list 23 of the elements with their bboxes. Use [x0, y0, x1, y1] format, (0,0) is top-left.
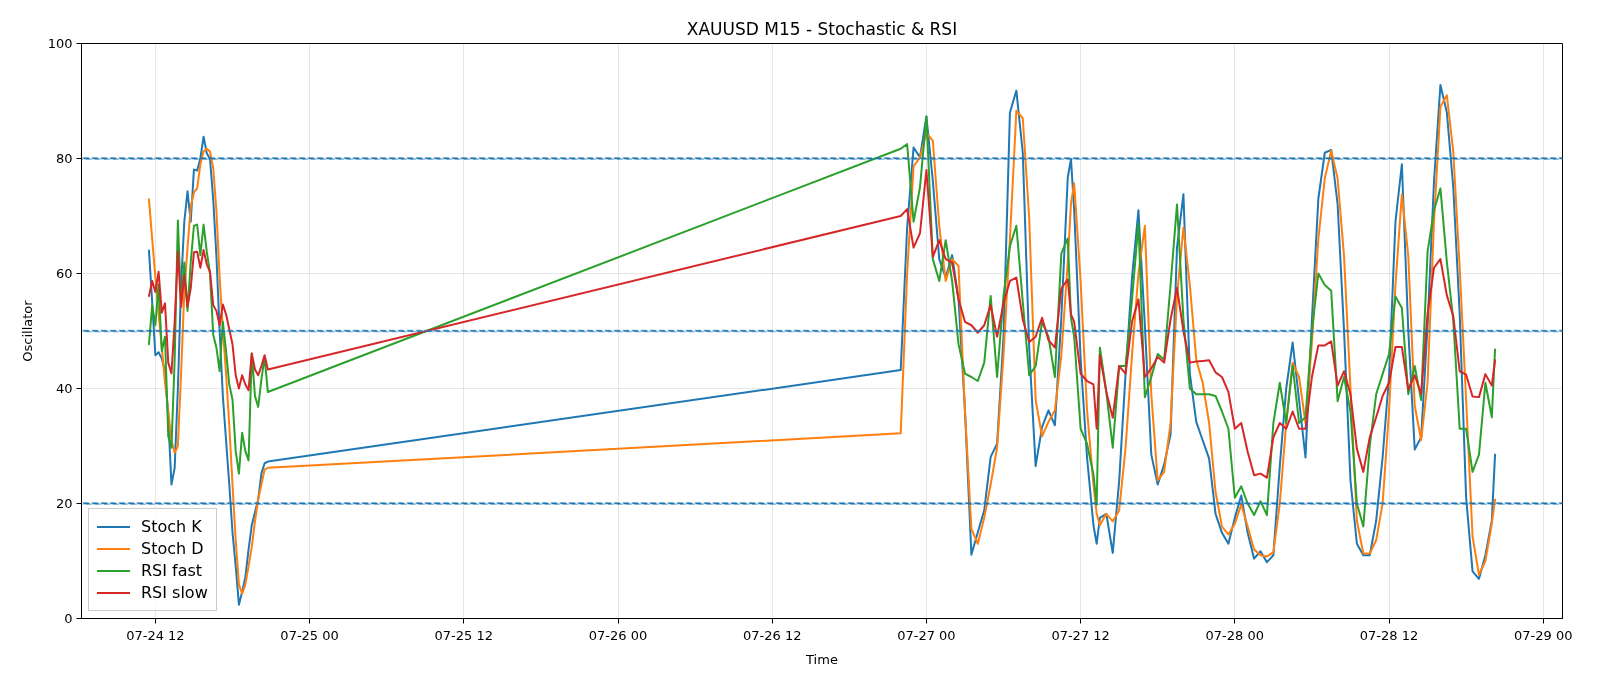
x-tick-label: 07-25 12	[434, 627, 494, 643]
chart-title: XAUUSD M15 - Stochastic & RSI	[686, 18, 958, 39]
y-tick-label: 100	[47, 36, 73, 51]
legend-label: RSI fast	[141, 561, 203, 580]
x-tick-label: 07-27 00	[897, 627, 956, 643]
y-tick-label: 20	[55, 496, 73, 511]
legend-label: Stoch D	[141, 539, 204, 558]
y-tick-label: 80	[55, 151, 73, 166]
x-tick-label: 07-28 12	[1359, 627, 1419, 643]
y-tick-label: 60	[55, 266, 73, 281]
x-axis-title: Time	[805, 651, 838, 667]
x-tick-label: 07-25 00	[280, 627, 339, 643]
y-tick-label: 40	[55, 381, 73, 396]
x-tick-label: 07-28 00	[1205, 627, 1265, 643]
x-tick-label: 07-29 00	[1514, 627, 1573, 643]
y-tick-label: 0	[64, 611, 73, 626]
legend-label: RSI slow	[141, 583, 208, 602]
x-tick-label: 07-26 00	[588, 627, 648, 643]
legend-label: Stoch K	[141, 517, 202, 536]
x-tick-label: 07-24 12	[126, 627, 185, 643]
x-tick-label: 07-27 12	[1051, 627, 1110, 643]
y-axis-title: Oscillator	[19, 299, 35, 362]
x-tick-label: 07-26 12	[742, 627, 802, 643]
